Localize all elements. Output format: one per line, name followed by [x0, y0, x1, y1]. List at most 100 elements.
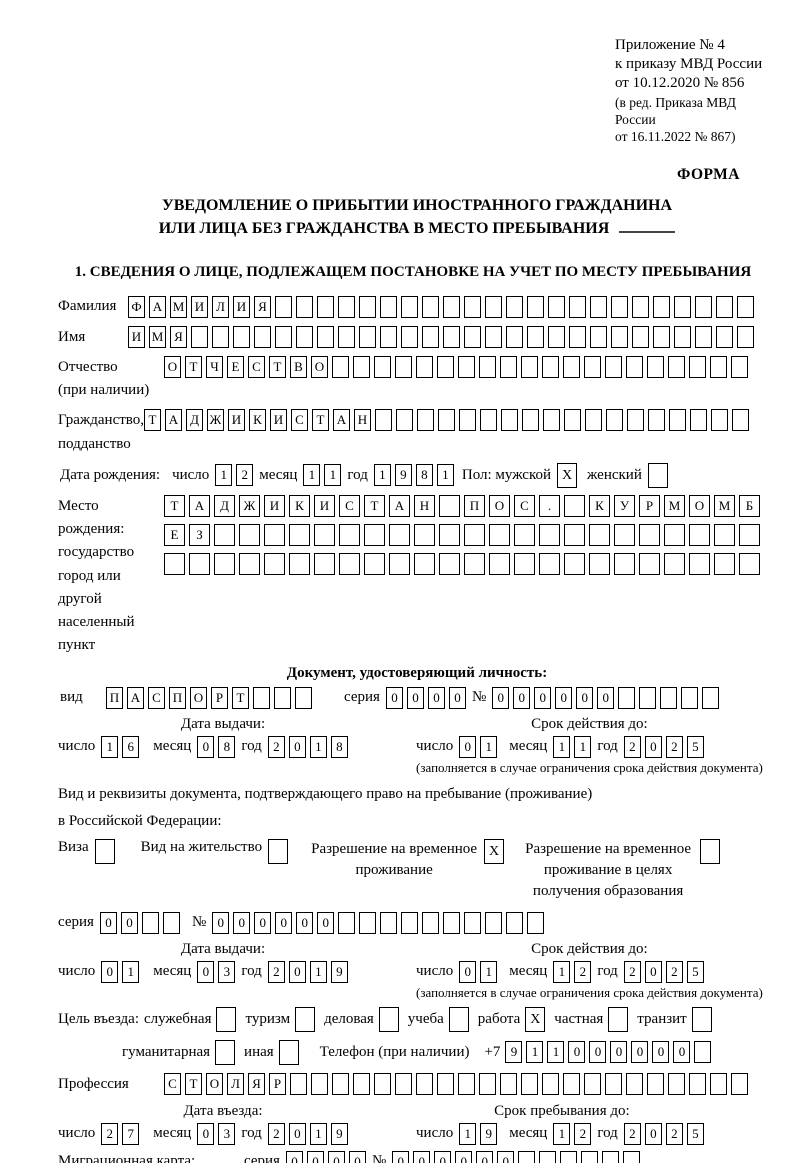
form-cell[interactable]: С — [248, 355, 265, 378]
form-cell[interactable]: 5 — [686, 735, 704, 758]
form-cell[interactable]: М — [664, 494, 685, 517]
form-cell[interactable] — [639, 552, 660, 575]
form-cell[interactable] — [439, 523, 460, 546]
form-cell[interactable]: 2 — [574, 1122, 592, 1145]
form-cell[interactable] — [353, 355, 370, 378]
form-cell[interactable]: 1 — [122, 960, 140, 983]
form-cell[interactable]: М — [714, 494, 735, 517]
form-cell[interactable] — [506, 295, 523, 318]
form-cell[interactable] — [714, 552, 735, 575]
option-temp-residence-checkbox[interactable]: X — [484, 838, 505, 864]
form-cell[interactable] — [275, 295, 292, 318]
form-cell[interactable] — [527, 295, 544, 318]
form-cell[interactable]: С — [291, 409, 308, 432]
form-cell[interactable]: Р — [639, 494, 660, 517]
form-cell[interactable]: М — [149, 326, 166, 349]
form-cell[interactable] — [401, 911, 419, 934]
form-cell[interactable] — [439, 494, 460, 517]
form-cell[interactable]: 0 — [348, 1150, 366, 1163]
form-cell[interactable] — [702, 686, 720, 709]
form-cell[interactable] — [674, 295, 691, 318]
option-temp-residence-edu-checkbox[interactable] — [700, 838, 721, 864]
form-cell[interactable]: Д — [186, 409, 203, 432]
form-cell[interactable] — [254, 326, 271, 349]
form-cell[interactable] — [374, 355, 391, 378]
form-cell[interactable] — [647, 1073, 664, 1096]
form-cell[interactable]: 0 — [476, 1150, 494, 1163]
form-cell[interactable] — [338, 295, 355, 318]
form-cell[interactable] — [514, 552, 535, 575]
form-cell[interactable] — [564, 523, 585, 546]
form-cell[interactable] — [253, 686, 270, 709]
form-cell[interactable] — [359, 295, 376, 318]
form-cell[interactable] — [489, 552, 510, 575]
form-cell[interactable]: А — [149, 295, 166, 318]
form-cell[interactable] — [527, 326, 544, 349]
form-cell[interactable] — [485, 326, 502, 349]
form-cell[interactable]: 0 — [555, 686, 573, 709]
form-cell[interactable] — [668, 355, 685, 378]
option-residence-permit-checkbox[interactable] — [268, 838, 289, 864]
form-cell[interactable] — [710, 355, 727, 378]
purpose-humanitarian-checkbox[interactable] — [215, 1039, 236, 1065]
form-cell[interactable]: С — [514, 494, 535, 517]
form-cell[interactable]: 0 — [212, 911, 230, 934]
form-cell[interactable]: 1 — [309, 1122, 327, 1145]
form-cell[interactable]: О — [190, 686, 207, 709]
form-cell[interactable]: И — [270, 409, 287, 432]
form-cell[interactable] — [647, 355, 664, 378]
form-cell[interactable] — [416, 355, 433, 378]
purpose-study-checkbox[interactable] — [448, 1006, 469, 1032]
form-cell[interactable]: 0 — [459, 960, 477, 983]
form-cell[interactable] — [689, 355, 706, 378]
form-cell[interactable]: 0 — [288, 735, 306, 758]
form-cell[interactable] — [422, 326, 439, 349]
form-cell[interactable]: С — [164, 1073, 181, 1096]
form-cell[interactable]: И — [264, 494, 285, 517]
gender-male-checkbox[interactable]: X — [557, 462, 578, 488]
form-cell[interactable] — [417, 409, 434, 432]
form-cell[interactable] — [716, 326, 733, 349]
form-cell[interactable] — [614, 523, 635, 546]
form-cell[interactable] — [338, 326, 355, 349]
purpose-official-checkbox[interactable] — [216, 1006, 237, 1032]
form-cell[interactable] — [739, 523, 760, 546]
form-cell[interactable] — [353, 1073, 370, 1096]
form-cell[interactable] — [458, 355, 475, 378]
form-cell[interactable]: 2 — [623, 1122, 641, 1145]
form-cell[interactable]: 1 — [480, 735, 498, 758]
purpose-work-checkbox[interactable]: X — [525, 1006, 546, 1032]
form-cell[interactable] — [380, 295, 397, 318]
form-cell[interactable] — [521, 1073, 538, 1096]
form-cell[interactable]: 0 — [448, 686, 466, 709]
form-cell[interactable] — [501, 409, 518, 432]
form-cell[interactable]: 9 — [394, 464, 412, 487]
form-cell[interactable]: Л — [227, 1073, 244, 1096]
form-cell[interactable] — [653, 295, 670, 318]
form-cell[interactable]: Т — [269, 355, 286, 378]
form-cell[interactable]: К — [289, 494, 310, 517]
form-cell[interactable] — [437, 355, 454, 378]
form-cell[interactable] — [564, 552, 585, 575]
form-cell[interactable]: 0 — [534, 686, 552, 709]
form-cell[interactable]: Р — [211, 686, 228, 709]
form-cell[interactable] — [539, 552, 560, 575]
form-cell[interactable] — [506, 911, 524, 934]
form-cell[interactable]: 1 — [526, 1041, 544, 1063]
form-cell[interactable] — [414, 523, 435, 546]
form-cell[interactable]: 0 — [513, 686, 531, 709]
form-cell[interactable]: Я — [254, 295, 271, 318]
form-cell[interactable]: 2 — [236, 464, 254, 487]
form-cell[interactable] — [275, 326, 292, 349]
form-cell[interactable] — [212, 326, 229, 349]
form-cell[interactable] — [443, 911, 461, 934]
form-cell[interactable] — [689, 1073, 706, 1096]
form-cell[interactable]: 1 — [480, 960, 498, 983]
form-cell[interactable] — [584, 355, 601, 378]
form-cell[interactable] — [395, 1073, 412, 1096]
form-cell[interactable]: А — [165, 409, 182, 432]
form-cell[interactable]: И — [228, 409, 245, 432]
form-cell[interactable] — [191, 326, 208, 349]
form-cell[interactable]: 0 — [644, 735, 662, 758]
form-cell[interactable] — [380, 911, 398, 934]
